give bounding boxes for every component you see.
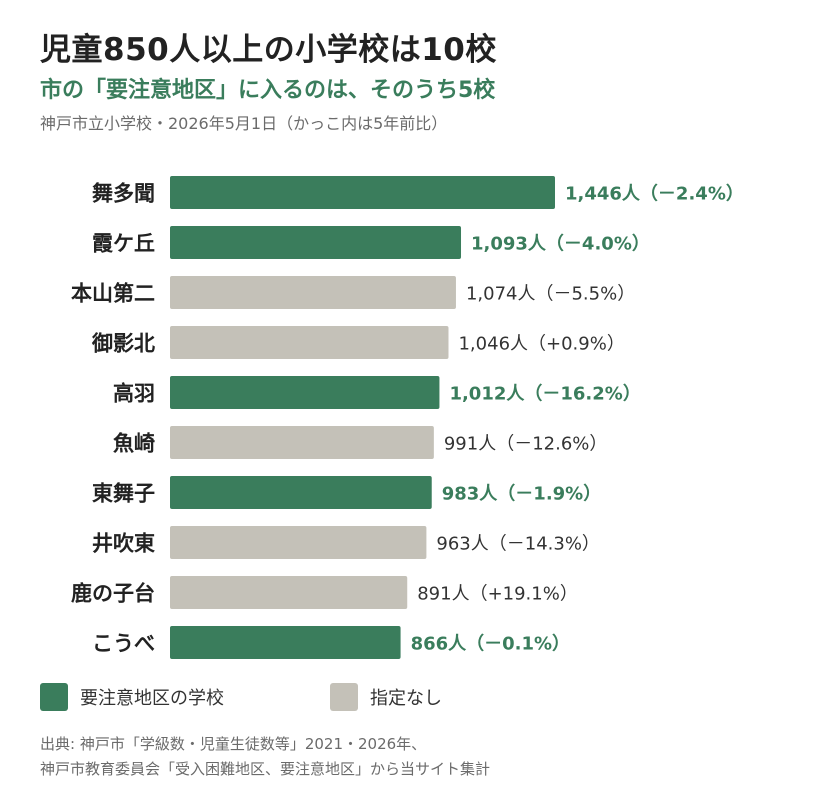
source-line-1: 出典: 神戸市「学級数・児童生徒数等」2021・2026年、 [40, 735, 427, 753]
value-label: 1,446人（－2.4%） [565, 184, 744, 205]
chart-subtitle: 市の「要注意地区」に入るのは、そのうち5校 [40, 78, 496, 103]
bar [170, 326, 449, 359]
value-label: 983人（－1.9%） [442, 484, 602, 505]
chart-note: 神戸市立小学校・2026年5月1日（かっこ内は5年前比） [40, 114, 448, 133]
value-label: 991人（－12.6%） [444, 434, 608, 455]
value-label: 1,074人（－5.5%） [466, 284, 635, 305]
category-label: 本山第二 [71, 282, 155, 306]
value-label: 891人（+19.1%） [417, 584, 578, 605]
category-label: 魚崎 [113, 432, 155, 456]
category-label: こうべ [92, 632, 155, 656]
legend-item-none: 指定なし [330, 682, 442, 712]
legend-item-caution: 要注意地区の学校 [40, 682, 224, 712]
category-label: 井吹東 [92, 532, 155, 556]
bar [170, 276, 456, 309]
bar-chart: 舞多聞 1,446人（－2.4%） 霞ケ丘 1,093人（－4.0%） 本山第二 1,07… [71, 176, 744, 659]
bar [170, 376, 440, 409]
bar [170, 226, 462, 259]
value-label: 866人（－0.1%） [411, 634, 570, 655]
bar [170, 526, 427, 559]
value-label: 1,093人（－4.0%） [471, 234, 650, 255]
category-label: 鹿の子台 [71, 582, 155, 606]
bar [170, 476, 432, 509]
value-label: 1,012人（－16.2%） [449, 384, 640, 405]
category-label: 舞多聞 [92, 182, 155, 206]
category-label: 東舞子 [92, 482, 155, 506]
bar [170, 576, 408, 609]
legend: 要注意地区の学校 指定なし [40, 682, 740, 712]
category-label: 霞ケ丘 [92, 232, 155, 256]
legend-swatch-none [330, 683, 358, 711]
category-label: 高羽 [113, 382, 155, 406]
legend-label-none: 指定なし [370, 688, 442, 709]
bar [170, 426, 434, 459]
source-note: 出典: 神戸市「学級数・児童生徒数等」2021・2026年、 神戸市教育委員会「… [40, 732, 490, 782]
value-label: 1,046人（+0.9%） [458, 334, 624, 355]
category-label: 御影北 [91, 332, 155, 356]
legend-label-caution: 要注意地区の学校 [80, 688, 224, 709]
value-label: 963人（－14.3%） [436, 534, 600, 555]
bar [170, 626, 401, 659]
chart-title: 児童850人以上の小学校は10校 [40, 32, 497, 68]
bar [170, 176, 555, 209]
source-line-2: 神戸市教育委員会「受入困難地区、要注意地区」から当サイト集計 [40, 760, 491, 778]
legend-swatch-caution [40, 683, 68, 711]
